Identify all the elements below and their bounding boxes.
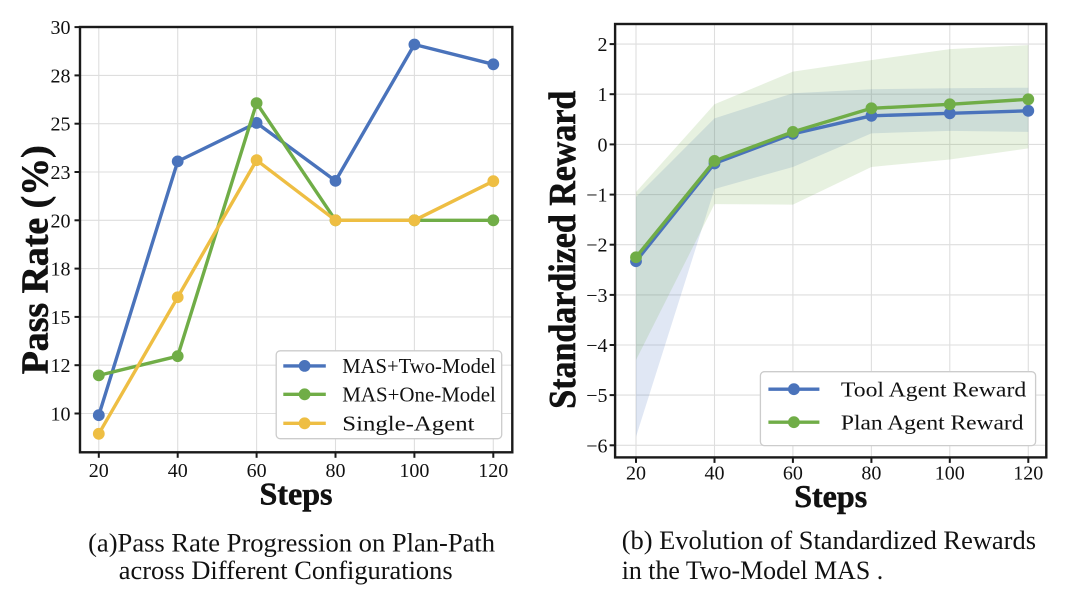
svg-text:MAS+Two-Model: MAS+Two-Model bbox=[342, 354, 496, 378]
svg-text:Plan Agent Reward: Plan Agent Reward bbox=[841, 411, 1024, 435]
svg-text:40: 40 bbox=[168, 460, 188, 482]
svg-text:80: 80 bbox=[861, 463, 881, 485]
svg-text:100: 100 bbox=[399, 460, 429, 482]
svg-text:80: 80 bbox=[326, 460, 346, 482]
svg-text:1: 1 bbox=[598, 84, 608, 106]
svg-text:2: 2 bbox=[598, 34, 608, 56]
svg-text:Pass Rate (%): Pass Rate (%) bbox=[15, 145, 57, 374]
svg-text:30: 30 bbox=[51, 17, 71, 39]
svg-text:15: 15 bbox=[51, 307, 71, 329]
svg-text:20: 20 bbox=[89, 460, 109, 482]
svg-text:28: 28 bbox=[51, 65, 71, 87]
svg-text:in the Two-Model MAS .: in the Two-Model MAS . bbox=[622, 555, 884, 585]
svg-text:25: 25 bbox=[51, 114, 71, 136]
svg-text:Steps: Steps bbox=[794, 478, 867, 514]
svg-text:(b) Evolution of Standardized: (b) Evolution of Standardized Rewards bbox=[622, 525, 1036, 555]
svg-text:120: 120 bbox=[1013, 463, 1043, 485]
svg-text:−4: −4 bbox=[586, 335, 607, 357]
svg-text:60: 60 bbox=[783, 463, 803, 485]
svg-text:−3: −3 bbox=[586, 285, 607, 307]
svg-text:20: 20 bbox=[626, 463, 646, 485]
svg-text:Single-Agent: Single-Agent bbox=[342, 412, 474, 436]
svg-text:40: 40 bbox=[705, 463, 725, 485]
svg-text:12: 12 bbox=[51, 355, 71, 377]
svg-text:100: 100 bbox=[935, 463, 965, 485]
svg-text:MAS+One-Model: MAS+One-Model bbox=[342, 383, 496, 407]
svg-text:23: 23 bbox=[51, 162, 71, 184]
svg-text:10: 10 bbox=[51, 404, 71, 426]
svg-text:18: 18 bbox=[51, 259, 71, 281]
svg-text:−6: −6 bbox=[586, 435, 607, 457]
svg-text:−5: −5 bbox=[586, 385, 607, 407]
svg-text:120: 120 bbox=[478, 460, 508, 482]
svg-text:0: 0 bbox=[598, 134, 608, 156]
svg-text:Steps: Steps bbox=[260, 476, 333, 512]
svg-text:20: 20 bbox=[51, 210, 71, 232]
svg-text:across Different Configuration: across Different Configurations bbox=[119, 555, 453, 585]
svg-text:−1: −1 bbox=[586, 185, 607, 207]
svg-text:Standardized Reward: Standardized Reward bbox=[542, 91, 584, 409]
svg-text:−2: −2 bbox=[586, 235, 607, 257]
svg-text:Tool Agent Reward: Tool Agent Reward bbox=[841, 378, 1027, 402]
svg-text:(a)Pass Rate Progression on Pl: (a)Pass Rate Progression on Plan-Path bbox=[88, 527, 495, 557]
svg-text:60: 60 bbox=[247, 460, 267, 482]
